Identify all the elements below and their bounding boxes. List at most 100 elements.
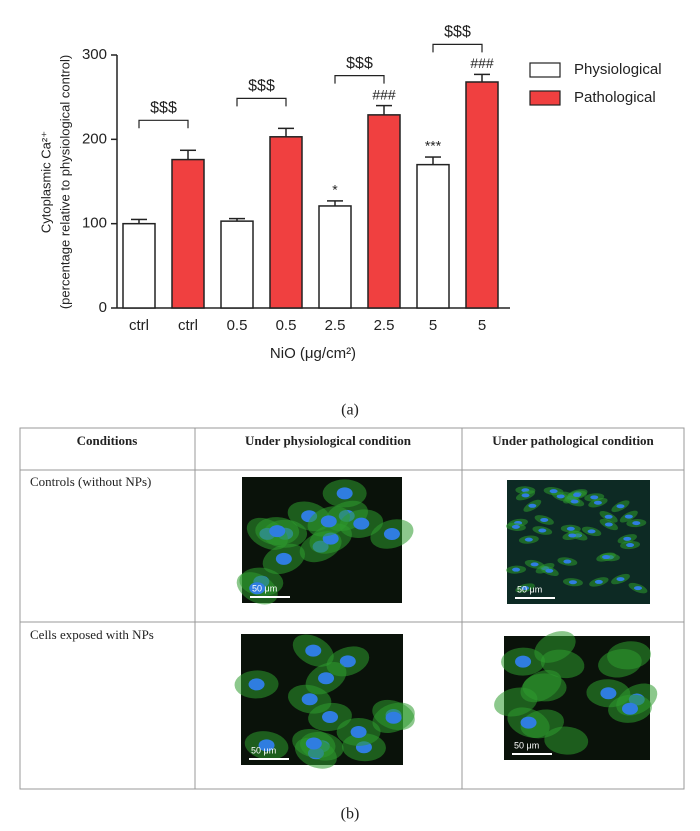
x-tick-label: 2.5 (374, 317, 395, 334)
significance: *** (425, 138, 442, 154)
nucleus (524, 537, 533, 542)
scale-bar-label: 50 μm (252, 583, 277, 593)
nucleus (604, 522, 613, 527)
nucleus (632, 521, 641, 526)
bar (318, 205, 352, 309)
nucleus (568, 580, 577, 585)
nucleus (515, 655, 532, 668)
significance: ### (470, 55, 494, 71)
nucleus (633, 586, 642, 591)
y-tick-label: 100 (82, 215, 107, 232)
x-tick-label: ctrl (129, 317, 149, 334)
x-axis-label: NiO (μg/cm²) (270, 345, 356, 362)
nucleus (604, 514, 613, 519)
nucleus (568, 533, 577, 538)
cell (544, 726, 589, 755)
nucleus (530, 562, 539, 567)
nucleus (512, 567, 521, 572)
bar (220, 220, 254, 309)
nucleus (322, 711, 339, 724)
nucleus (305, 737, 322, 750)
panel-label: (b) (341, 806, 360, 823)
legend-swatch (529, 90, 561, 106)
nucleus (336, 487, 353, 500)
scale-bar-label: 50 μm (514, 740, 539, 750)
nucleus (353, 517, 370, 530)
bracket (334, 75, 385, 84)
nucleus (600, 687, 617, 700)
significance: * (332, 182, 338, 198)
nucleus (540, 517, 549, 522)
cell (607, 641, 651, 670)
x-tick-label: ctrl (178, 317, 198, 334)
nucleus (258, 739, 275, 752)
micrograph: 50 μm (494, 631, 658, 760)
nucleus (249, 582, 266, 595)
nucleus (587, 529, 596, 534)
nucleus (556, 494, 565, 499)
micrograph: 50 μm (236, 477, 414, 605)
nucleus (383, 528, 400, 541)
x-tick-label: 0.5 (276, 317, 297, 334)
significance: ### (372, 86, 396, 102)
nucleus (350, 725, 367, 738)
legend-label: Pathological (574, 89, 656, 106)
nucleus (549, 489, 558, 494)
nucleus (385, 711, 402, 724)
significance: $$$ (150, 100, 177, 117)
nucleus (301, 693, 318, 706)
nucleus (275, 552, 292, 565)
legend-label: Physiological (574, 61, 662, 78)
nucleus (602, 555, 611, 560)
bar (122, 222, 156, 309)
nucleus (573, 492, 582, 497)
micrograph: 50 μm (505, 480, 650, 604)
y-axis-label: Cytoplasmic Ca²⁺ (38, 131, 53, 233)
cell (534, 631, 576, 663)
bracket (432, 43, 483, 53)
y-tick-label: 0 (99, 299, 107, 316)
row-label: Controls (without NPs) (30, 474, 151, 489)
nucleus (616, 504, 625, 509)
nucleus (248, 678, 265, 691)
nucleus (339, 655, 356, 668)
scale-bar-label: 50 μm (517, 584, 542, 594)
nucleus (521, 586, 530, 591)
significance: $$$ (444, 24, 471, 41)
micrograph: 50 μm (234, 634, 415, 769)
cell (494, 687, 538, 717)
panel-label: (a) (341, 402, 359, 419)
x-tick-label: 2.5 (325, 317, 346, 334)
nucleus (528, 503, 537, 508)
nucleus (594, 579, 603, 584)
nucleus (593, 500, 602, 505)
bracket (236, 97, 287, 107)
x-tick-label: 5 (429, 317, 437, 334)
scale-bar-label: 50 μm (251, 745, 276, 755)
bar (171, 158, 205, 309)
table-header: Conditions (77, 433, 138, 448)
bar (465, 81, 499, 309)
significance: $$$ (248, 78, 275, 95)
row-label: Cells exposed with NPs (30, 627, 154, 642)
y-tick-label: 300 (82, 46, 107, 63)
nucleus (570, 499, 579, 504)
nucleus (590, 495, 599, 500)
nucleus (511, 524, 520, 529)
bar (367, 114, 401, 309)
nucleus (520, 716, 537, 729)
nucleus (320, 515, 337, 528)
bar (416, 163, 450, 309)
nucleus (318, 672, 335, 685)
x-tick-label: 5 (478, 317, 486, 334)
bar (269, 136, 303, 309)
nucleus (563, 559, 572, 564)
nucleus (626, 543, 635, 548)
table-header: Under pathological condition (492, 433, 654, 448)
nucleus (616, 577, 625, 582)
nucleus (305, 644, 322, 657)
nucleus (545, 568, 554, 573)
nucleus (624, 514, 633, 519)
y-tick-label: 200 (82, 130, 107, 147)
